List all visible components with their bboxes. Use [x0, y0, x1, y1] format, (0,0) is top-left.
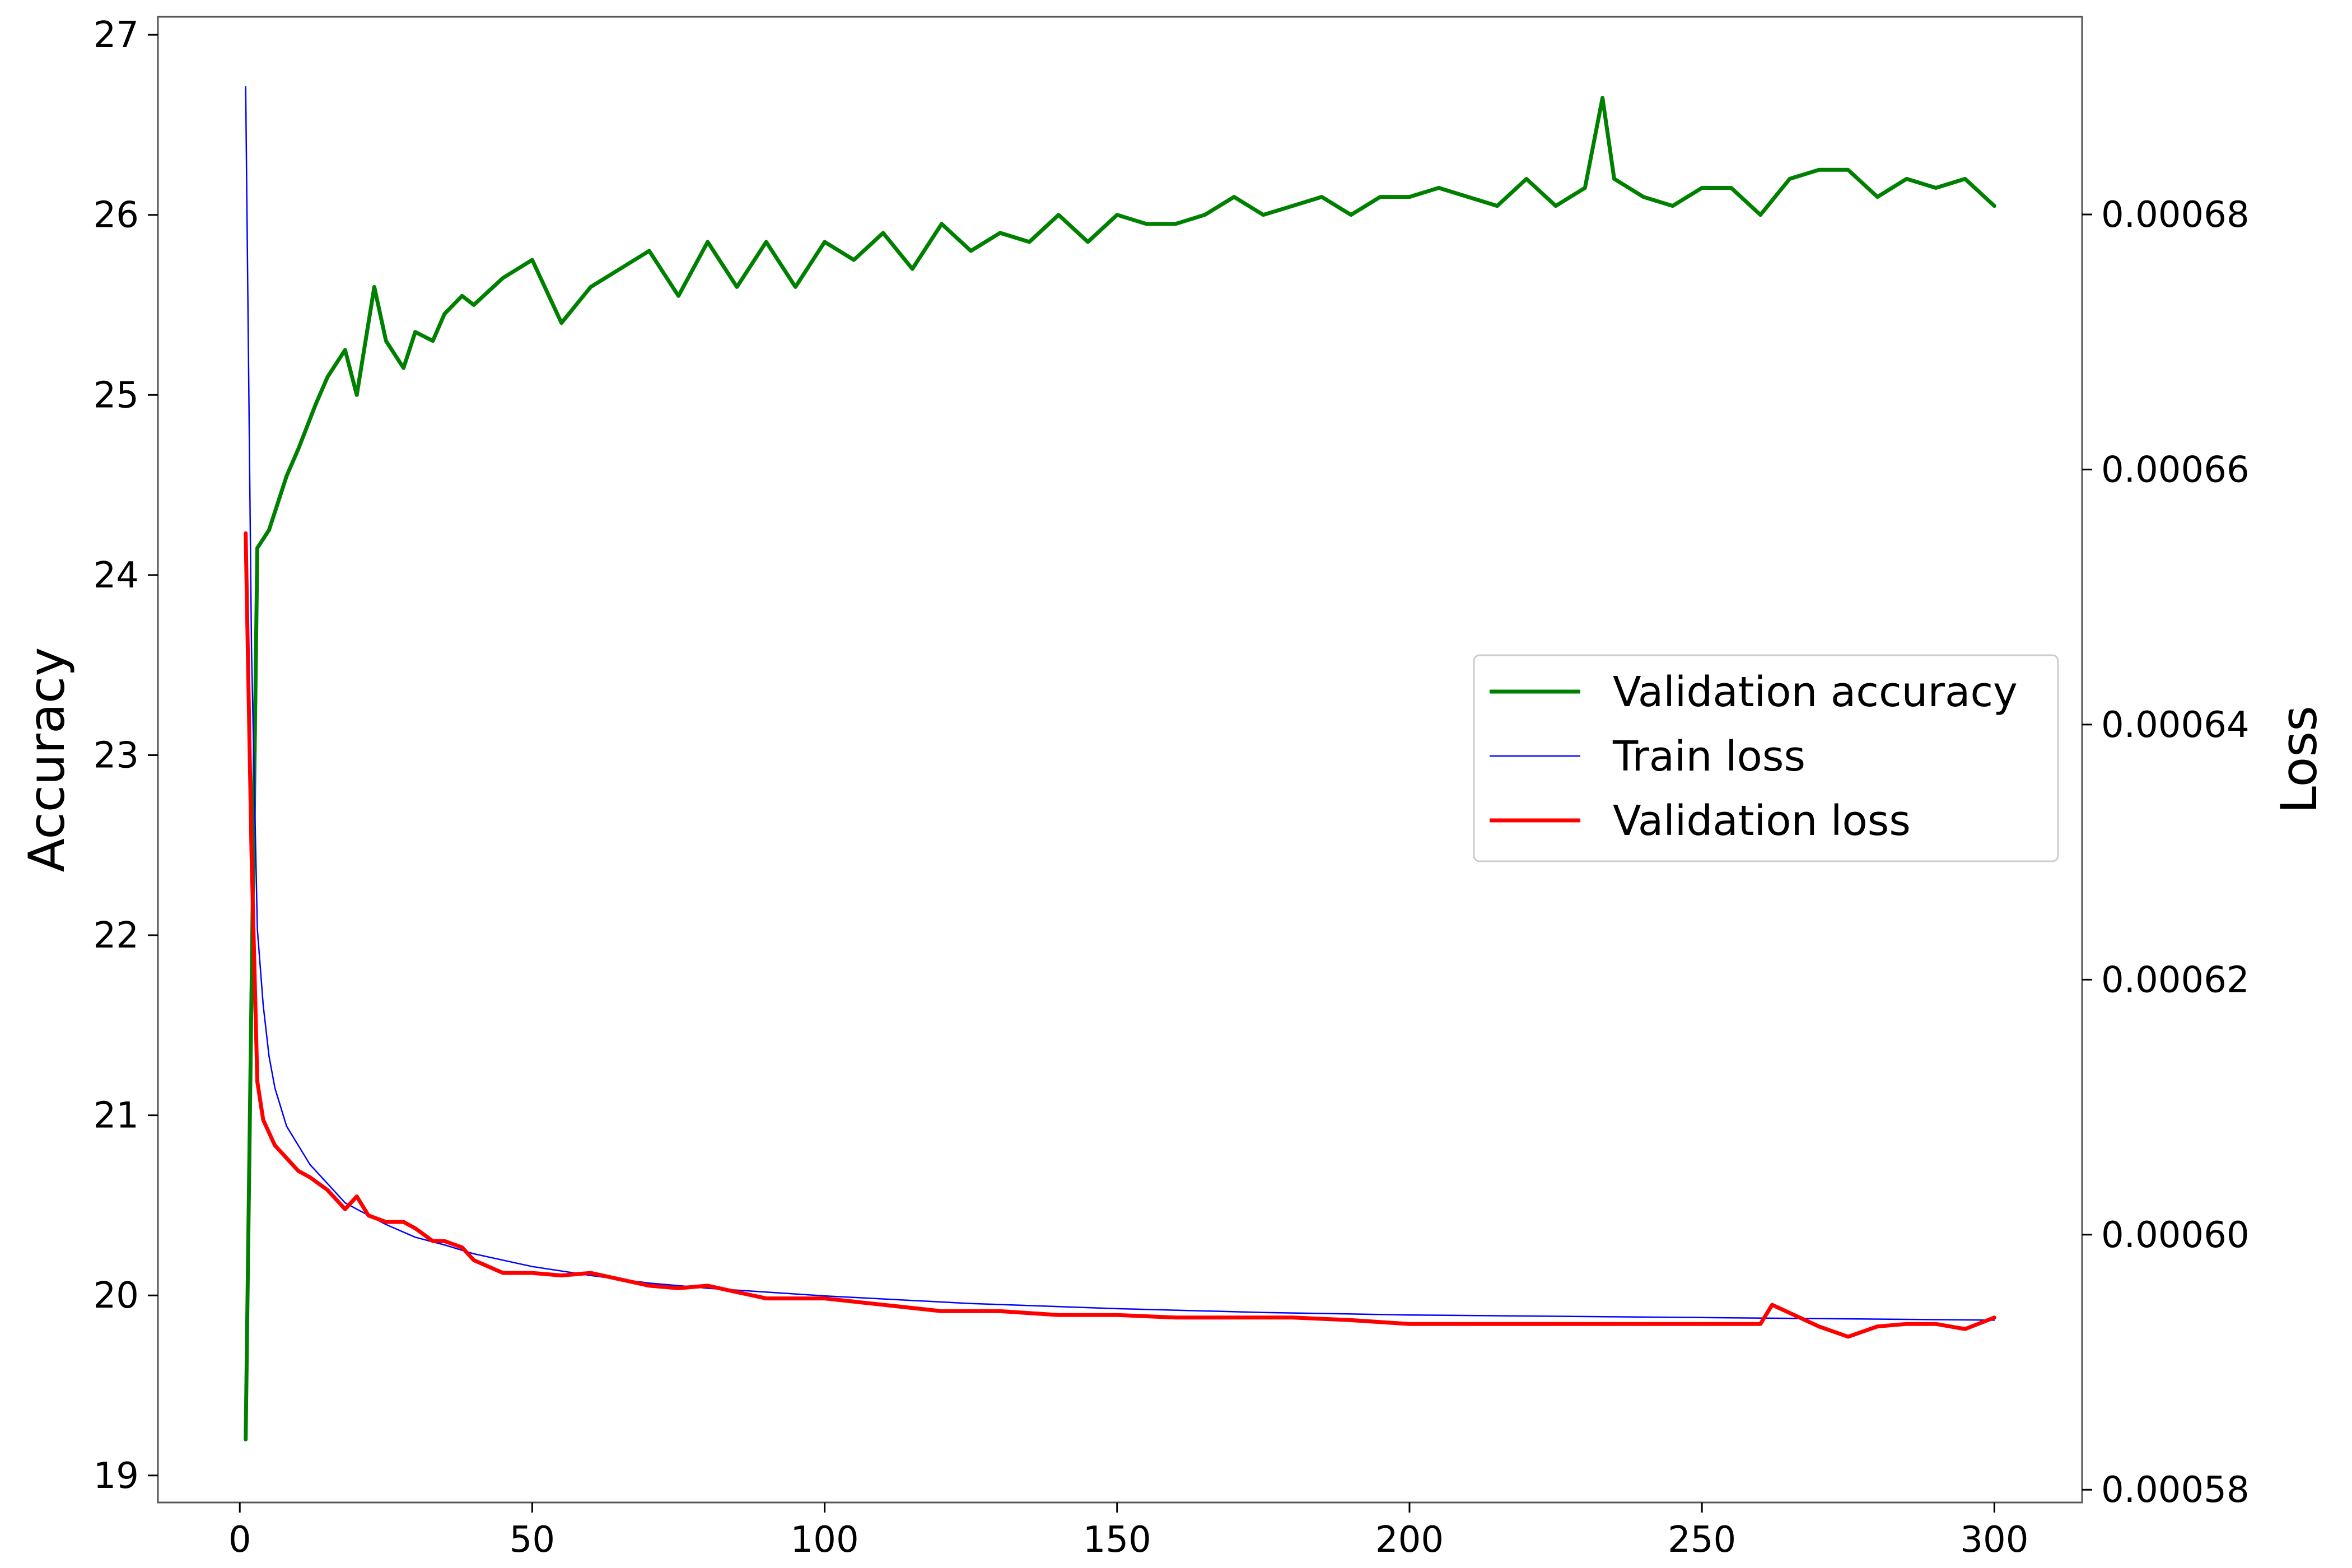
y-left-tick-label: 21: [94, 1095, 139, 1137]
y-right-tick-label: 0.00058: [2101, 1469, 2250, 1511]
x-tick-label: 250: [1668, 1519, 1736, 1561]
y-left-tick-label: 22: [94, 915, 139, 956]
series-layer: [244, 86, 1996, 1441]
y-right-tick-label: 0.00064: [2101, 704, 2250, 746]
y-axis-title-left: Accuracy: [18, 647, 76, 872]
legend-label-validation-loss: Validation loss: [1613, 797, 1911, 845]
legend-label-validation-accuracy: Validation accuracy: [1613, 668, 2018, 716]
y-left-tick-label: 20: [94, 1275, 139, 1317]
series-line-validation-accuracy: [244, 96, 1996, 1441]
x-tick-label: 300: [1960, 1519, 2028, 1561]
y-right-tick-label: 0.00068: [2101, 194, 2250, 236]
x-tick-label: 50: [510, 1519, 555, 1561]
series-line-train-loss: [245, 86, 1995, 1321]
x-tick-label: 200: [1375, 1519, 1444, 1561]
x-tick-label: 150: [1083, 1519, 1151, 1561]
plot-frame: [157, 16, 2083, 1504]
series-line-validation-loss: [244, 531, 1996, 1339]
y-right-tick-label: 0.00062: [2101, 959, 2250, 1001]
x-tick-label: 100: [791, 1519, 859, 1561]
y-axis-title-right: Loss: [2270, 706, 2328, 814]
legend-box: [1473, 654, 2059, 862]
y-left-tick-label: 19: [94, 1455, 139, 1497]
y-left-tick-label: 27: [94, 15, 139, 56]
y-right-tick-label: 0.00066: [2101, 449, 2250, 491]
y-left-tick-label: 24: [94, 555, 139, 596]
y-left-tick-label: 26: [94, 195, 139, 236]
legend: Validation accuracy Train loss Validatio…: [1473, 654, 2059, 862]
x-tick-label: 0: [228, 1519, 251, 1561]
y-right-tick-label: 0.00060: [2101, 1215, 2250, 1256]
legend-label-train-loss: Train loss: [1612, 732, 1805, 781]
axes-layer: 0 50 100 150 200 250 300 19 20 21 22 23 24 25 26 27 0.00…: [94, 15, 2250, 1561]
y-left-tick-label: 23: [94, 735, 139, 776]
y-left-tick-label: 25: [94, 375, 139, 416]
